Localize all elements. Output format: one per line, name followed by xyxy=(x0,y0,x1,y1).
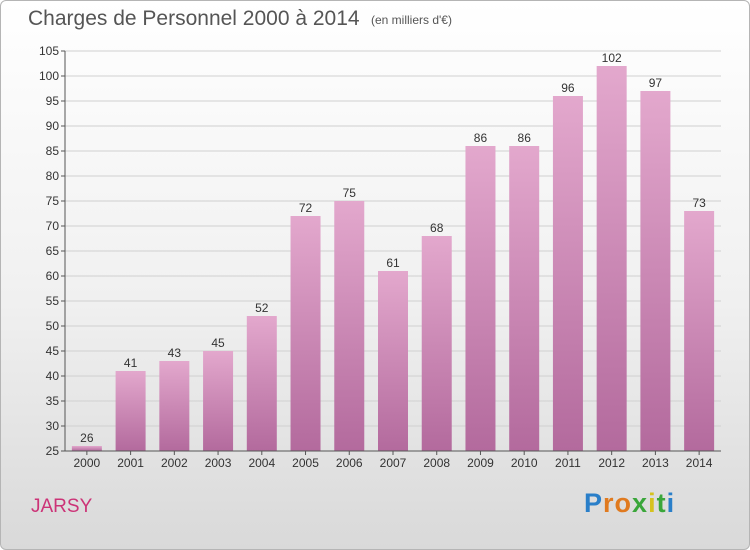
y-tick-label: 100 xyxy=(39,69,59,83)
y-tick-label: 80 xyxy=(46,169,60,183)
logo-letter: i xyxy=(648,488,657,518)
data-label: 102 xyxy=(602,51,622,65)
logo-letter: r xyxy=(603,488,615,518)
bar xyxy=(465,146,496,451)
y-tick-label: 30 xyxy=(46,419,60,433)
logo-letter: t xyxy=(656,488,667,518)
bar xyxy=(71,446,102,451)
y-tick-label: 90 xyxy=(46,119,60,133)
bar xyxy=(596,66,627,451)
data-label: 61 xyxy=(386,256,400,270)
data-label: 86 xyxy=(474,131,488,145)
data-label: 26 xyxy=(80,431,94,445)
x-tick-label: 2013 xyxy=(642,456,669,470)
y-tick-label: 95 xyxy=(46,94,60,108)
x-tick-label: 2005 xyxy=(292,456,319,470)
axes: 25 30 35 40 45 50 55 60 65 70 75 80 85 90 95 100 105 2000… xyxy=(39,44,721,470)
bar xyxy=(290,216,321,451)
data-label: 86 xyxy=(518,131,532,145)
bar xyxy=(421,236,452,451)
x-tick-label: 2009 xyxy=(467,456,494,470)
logo-letter: x xyxy=(632,488,649,518)
x-tick-label: 2008 xyxy=(423,456,450,470)
data-label: 73 xyxy=(692,196,706,210)
y-tick-label: 35 xyxy=(46,394,60,408)
data-label: 75 xyxy=(343,186,357,200)
commune-name: JARSY xyxy=(31,496,93,517)
x-tick-label: 2000 xyxy=(74,456,101,470)
y-tick-label: 60 xyxy=(46,269,60,283)
bar xyxy=(684,211,715,451)
logo-letter: i xyxy=(666,488,676,518)
data-label: 68 xyxy=(430,221,444,235)
x-tick-label: 2007 xyxy=(380,456,407,470)
x-tick-label: 2002 xyxy=(161,456,188,470)
x-tick-label: 2001 xyxy=(117,456,144,470)
x-tick-label: 2010 xyxy=(511,456,538,470)
chart-title: Charges de Personnel 2000 à 2014 xyxy=(28,7,360,30)
x-tick-label: 2014 xyxy=(686,456,713,470)
data-label: 41 xyxy=(124,356,138,370)
y-tick-label: 45 xyxy=(46,344,60,358)
data-label: 96 xyxy=(561,81,575,95)
y-tick-label: 75 xyxy=(46,194,60,208)
x-tick-label: 2004 xyxy=(248,456,275,470)
data-label: 72 xyxy=(299,201,313,215)
logo-letter: o xyxy=(614,488,633,518)
logo-letter: P xyxy=(584,488,604,518)
data-label: 52 xyxy=(255,301,269,315)
y-tick-label: 105 xyxy=(39,44,59,58)
bar xyxy=(640,91,671,451)
bar xyxy=(334,201,365,451)
bar xyxy=(159,361,190,451)
y-tick-label: 85 xyxy=(46,144,60,158)
bar xyxy=(115,371,146,451)
bars: 26 41 43 45 52 72 75 61 68 86 86 96 102 97 73 xyxy=(71,51,715,451)
x-tick-label: 2012 xyxy=(598,456,625,470)
data-label: 43 xyxy=(168,346,182,360)
x-tick-label: 2006 xyxy=(336,456,363,470)
chart-subtitle: (en milliers d'€) xyxy=(371,13,452,27)
x-tick-label: 2003 xyxy=(205,456,232,470)
bar xyxy=(203,351,234,451)
x-tick-label: 2011 xyxy=(555,456,581,470)
data-label: 45 xyxy=(211,336,225,350)
bar xyxy=(378,271,408,451)
bar xyxy=(246,316,277,451)
data-label: 97 xyxy=(649,76,663,90)
y-tick-label: 50 xyxy=(46,319,60,333)
y-tick-label: 55 xyxy=(46,294,60,308)
bar xyxy=(552,96,583,451)
y-tick-label: 40 xyxy=(46,369,60,383)
bar xyxy=(509,146,540,451)
y-tick-label: 70 xyxy=(46,219,60,233)
y-tick-label: 25 xyxy=(46,444,60,458)
y-tick-label: 65 xyxy=(46,244,60,258)
proxiti-logo: Proxiti xyxy=(584,488,675,519)
